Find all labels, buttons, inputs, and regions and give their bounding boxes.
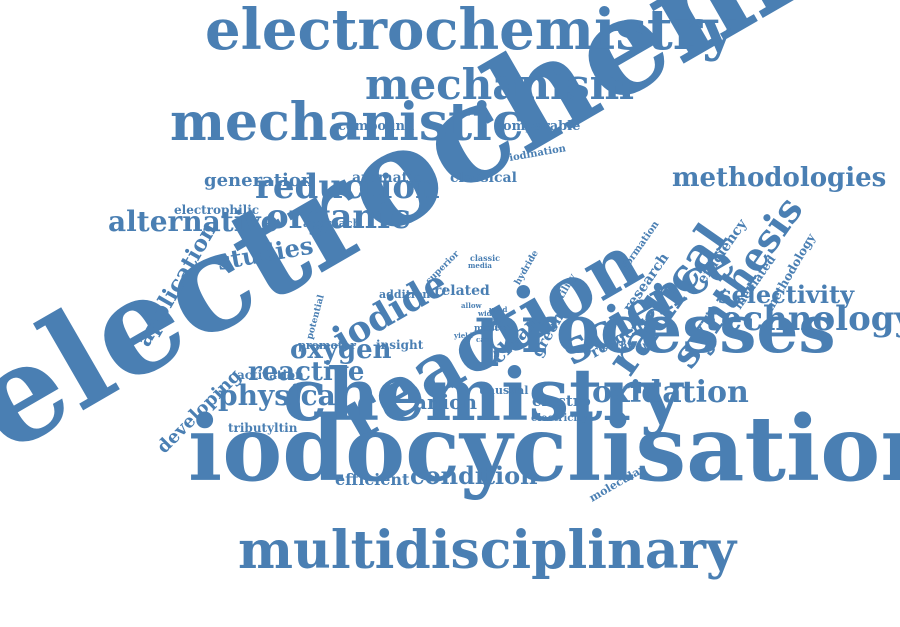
cloud-word-pathway: pathway [602,341,649,352]
cloud-word-physical: physical [218,379,347,412]
cloud-word-yield: yield [454,331,473,340]
cloud-word-mechanism: mechanism [365,60,635,109]
cloud-word-mechanistic: mechanistic [170,92,524,153]
cloud-word-most: most [474,324,499,334]
cloud-word-aromatic: aromatic [352,170,422,186]
cloud-word-condition: condition [410,461,538,490]
cloud-word-reactive: reactive [248,357,365,387]
cloud-word-anion: anion [414,390,477,414]
cloud-word-oxygen: oxygen [290,335,392,365]
cloud-word-tributyltin: tributyltin [228,421,298,435]
cloud-word-electrophilic: electrophilic [174,203,260,217]
cloud-word-related: related [434,283,490,299]
cloud-word-electro: electro [532,392,591,410]
cloud-word-iodocyclisation: iodocyclisation [188,396,900,502]
cloud-word-wide: wide [478,309,497,318]
cloud-word-alternative: alternative [108,205,279,238]
cloud-word-addition: addition [379,288,431,301]
cloud-word-comparable: comparable [495,119,581,134]
cloud-word-promotor: promotor [298,339,357,352]
cloud-word-approach: approach [303,217,361,230]
cloud-word-electricity: electricity [531,413,588,424]
cloud-word-electrochemistry: electrochemistry [205,0,735,63]
cloud-word-reduction: reduction [255,167,440,207]
cloud-word-media: media [468,261,492,270]
cloud-word-chemistry: chemistry [283,352,683,437]
cloud-word-methodologies: methodologies [672,163,887,193]
cloud-word-efficient: efficient [335,470,410,489]
cloud-word-organic: organic [266,197,411,237]
cloud-word-generation: generation [204,170,314,191]
cloud-word-processes: processes [475,290,836,368]
cloud-word-compound: compound [338,119,415,134]
cloud-word-multidisciplinary: multidisciplinary [238,520,737,581]
cloud-word-technology: technology [705,299,900,339]
cloud-word-unusual: unusual [479,384,529,397]
cloud-word-used: used [489,305,508,314]
cloud-word-selectivity: selectivity [718,280,855,309]
cloud-word-useful: useful [492,323,517,332]
cloud-word-activation: activation [237,368,304,382]
cloud-word-classic: classic [470,253,501,263]
cloud-word-oxidation: oxidation [592,375,749,410]
cloud-word-insight: insight [376,338,424,352]
cloud-word-classical: classical [450,170,517,186]
cloud-word-nail: nail [483,316,498,325]
cloud-word-case: case [476,335,494,344]
cloud-word-allow: allow [461,301,482,310]
